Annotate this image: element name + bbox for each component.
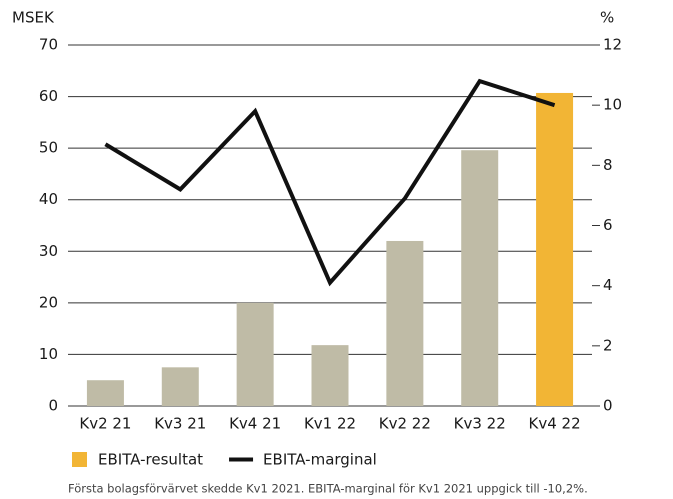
legend-swatch [72, 452, 87, 467]
x-tick-label: Kv4 22 [529, 415, 581, 433]
y2-tick-label: 12 [603, 36, 622, 54]
legend-label: EBITA-marginal [263, 451, 377, 469]
bar [536, 92, 574, 406]
y-tick-label: 60 [39, 87, 58, 105]
x-tick-label: Kv2 21 [79, 415, 131, 433]
bar [461, 150, 499, 406]
bar [86, 380, 124, 406]
x-tick-label: Kv4 21 [229, 415, 281, 433]
y2-tick-label: 6 [603, 216, 613, 234]
x-tick-label: Kv3 22 [454, 415, 506, 433]
y-tick-label: 50 [39, 139, 58, 157]
x-tick-label: Kv2 22 [379, 415, 431, 433]
y-tick-label: 40 [39, 190, 58, 208]
legend-label: EBITA-resultat [98, 451, 203, 469]
y-tick-label: 30 [39, 242, 58, 260]
y2-tick-label: 4 [603, 276, 613, 294]
y-tick-label: 0 [48, 397, 58, 415]
bar [386, 240, 424, 406]
bar [161, 367, 199, 406]
bar [311, 345, 349, 406]
x-tick-label: Kv1 22 [304, 415, 356, 433]
x-tick-label: Kv3 21 [154, 415, 206, 433]
bar [236, 302, 274, 406]
y2-tick-label: 10 [603, 96, 622, 114]
y-tick-label: 70 [39, 36, 58, 54]
y2-tick-label: 2 [603, 336, 613, 354]
y-tick-label: 20 [39, 293, 58, 311]
y-axis-label: MSEK [12, 9, 55, 27]
y-tick-label: 10 [39, 345, 58, 363]
footnote: Första bolagsförvärvet skedde Kv1 2021. … [68, 482, 588, 496]
y2-tick-label: 0 [603, 397, 613, 415]
y2-axis-label: % [600, 9, 614, 27]
line [104, 78, 556, 287]
y2-tick-label: 8 [603, 156, 613, 174]
